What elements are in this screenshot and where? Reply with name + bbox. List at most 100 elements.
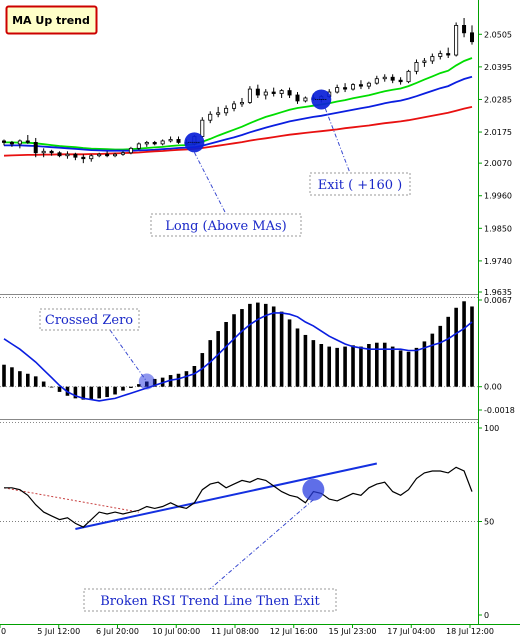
macd-bar	[263, 303, 268, 387]
moving-average-line	[4, 75, 473, 152]
candle	[89, 154, 94, 162]
candle	[160, 139, 165, 146]
macd-bar	[192, 366, 197, 387]
candle-body	[73, 153, 78, 158]
macd-bar	[256, 302, 260, 387]
time-tick-label: 15 Jul 23:00	[329, 627, 377, 636]
macd-bar	[224, 322, 228, 387]
candle	[65, 151, 70, 159]
annotation-exit-text: Exit ( +160 )	[318, 178, 402, 193]
macd-bar	[470, 306, 474, 387]
macd-bar	[430, 333, 435, 387]
macd-bar	[311, 340, 316, 387]
candle	[25, 135, 30, 144]
macd-bar	[10, 367, 14, 387]
candle	[335, 84, 340, 94]
macd-bar	[454, 307, 458, 387]
candle	[216, 106, 221, 118]
macd-bar	[25, 373, 30, 387]
rsi-line	[4, 466, 473, 528]
candle	[263, 89, 268, 100]
candle-body	[17, 140, 22, 145]
moving-average-line	[3, 106, 473, 157]
macd-bar	[422, 341, 427, 387]
macd-bar	[414, 347, 419, 387]
annotation-rsi-break: Broken RSI Trend Line Then Exit	[83, 588, 337, 612]
candle	[398, 77, 403, 85]
candle-body	[128, 147, 133, 154]
rsi-annotation-lines	[3, 462, 378, 530]
candle-body	[152, 142, 157, 145]
macd-bar	[137, 384, 141, 387]
candle-body	[287, 90, 292, 96]
candle-body	[263, 91, 268, 96]
candle	[224, 105, 229, 116]
macd-bar	[359, 346, 363, 387]
candle-body	[366, 82, 371, 87]
candle	[462, 18, 467, 38]
candle	[144, 140, 149, 147]
candle	[176, 136, 181, 144]
candle	[152, 140, 157, 146]
candle	[57, 151, 62, 158]
rsi-series	[4, 466, 473, 528]
macd-bar	[303, 334, 308, 387]
candle	[168, 136, 173, 143]
candle-body	[136, 143, 141, 149]
macd-bar	[367, 344, 371, 387]
candle-body	[255, 88, 260, 96]
price-markers	[184, 89, 332, 153]
price-tick-label: 2.0175	[484, 128, 512, 137]
candle	[200, 117, 205, 138]
candle	[136, 142, 141, 150]
candle-body	[144, 142, 149, 145]
candle	[390, 74, 395, 84]
macd-bar	[319, 344, 324, 387]
macd-bar	[279, 311, 284, 387]
candle-body	[398, 79, 403, 83]
macd-bar	[152, 378, 157, 387]
candle	[469, 25, 474, 45]
candle	[17, 139, 22, 149]
candle	[97, 152, 102, 158]
macd-bar	[271, 306, 276, 387]
annotation-long-text: Long (Above MAs)	[165, 219, 287, 234]
candle	[247, 86, 252, 104]
candle	[406, 69, 411, 84]
macd-bar	[232, 314, 236, 387]
time-tick-label: 0	[1, 627, 6, 636]
candle	[49, 149, 54, 156]
candle-body	[462, 25, 467, 34]
rsi-break-marker	[302, 478, 325, 501]
candle-body	[446, 53, 451, 56]
candle-body	[406, 70, 411, 83]
candle-body	[335, 87, 340, 93]
candle	[303, 96, 308, 103]
macd-bar	[208, 340, 213, 387]
time-axis: 0 5 Jul 12:00 6 Jul 20:00 10 Jul 00:00 11 Ju…	[0, 624, 494, 636]
macd-bar	[390, 346, 395, 387]
candle-body	[430, 56, 435, 62]
candle-body	[208, 113, 213, 121]
macd-bar	[33, 376, 38, 387]
candle-body	[9, 142, 14, 145]
macd-bar	[438, 325, 443, 387]
rsi-tick-label: 0	[484, 611, 489, 620]
chart-title: MA Up trend	[12, 14, 90, 27]
candle	[414, 59, 419, 75]
macd-bar	[446, 316, 451, 387]
macd-bar	[375, 342, 379, 387]
candle	[239, 97, 244, 107]
candle	[295, 92, 300, 104]
rsi-trendline	[75, 462, 378, 530]
candle-body	[49, 150, 54, 154]
candle-body	[382, 76, 387, 80]
candle	[232, 100, 237, 112]
candle-body	[160, 140, 165, 145]
candle-body	[65, 153, 70, 157]
price-tick-label: 1.9960	[484, 192, 512, 201]
price-tick-label: 2.0395	[484, 63, 512, 72]
macd-bar	[41, 381, 46, 387]
price-tick-label: 1.9635	[484, 288, 512, 297]
